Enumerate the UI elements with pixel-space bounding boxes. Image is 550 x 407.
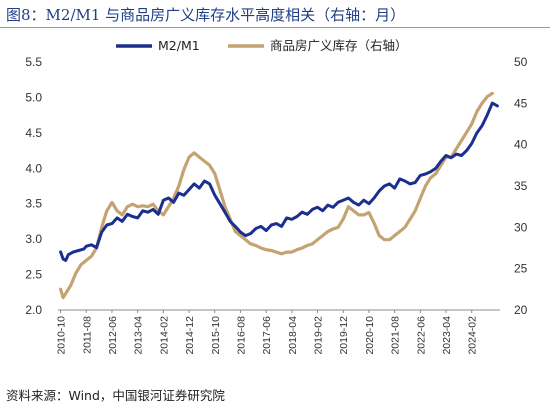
source-note: 资料来源：Wind，中国银河证券研究院 <box>6 388 225 403</box>
chart-title: 图8：M2/M1 与商品房广义库存水平高度相关（右轴：月） <box>6 6 406 24</box>
x-tick-label: 2021-08 <box>390 316 402 355</box>
y-right-tick-label: 30 <box>514 220 528 234</box>
x-tick-label: 2023-04 <box>441 316 453 355</box>
y-right-tick-label: 40 <box>514 138 528 152</box>
legend-label-inventory: 商品房广义库存（右轴） <box>270 38 408 53</box>
legend-label-m2m1: M2/M1 <box>158 38 200 53</box>
x-tick-label: 2019-12 <box>338 316 350 355</box>
plot-area <box>59 91 499 300</box>
x-tick-label: 2011-08 <box>81 316 93 354</box>
y-left-tick-label: 3.5 <box>25 197 42 211</box>
x-tick-label: 2017-06 <box>261 316 273 355</box>
x-tick-label: 2019-02 <box>313 316 325 355</box>
y-right-tick-label: 35 <box>514 179 528 193</box>
x-tick-label: 2022-06 <box>415 316 427 355</box>
x-tick-label: 2010-10 <box>56 316 68 355</box>
x-tick-label: 2016-08 <box>235 316 247 355</box>
x-tick-label: 2013-04 <box>133 316 145 355</box>
legend: M2/M1 商品房广义库存（右轴） <box>116 38 408 53</box>
axes: 2.0 2.5 3.0 3.5 4.0 4.5 5.0 5.5 20 25 30 35 40 45 50 20… <box>25 55 527 355</box>
y-right-tick-label: 45 <box>514 96 528 110</box>
series-line-inventory <box>59 91 494 300</box>
y-right-tick-label: 50 <box>514 55 528 69</box>
x-tick-label: 2018-04 <box>287 316 299 355</box>
y-left-tick-label: 2.0 <box>25 303 42 317</box>
y-left-tick-label: 2.5 <box>25 268 42 282</box>
x-tick-label: 2014-02 <box>158 316 170 355</box>
chart-canvas: M2/M1 商品房广义库存（右轴） 2.0 2.5 3.0 3.5 4.0 4.5 5.0 5.… <box>25 38 527 355</box>
y-right-tick-label: 25 <box>514 262 528 276</box>
title-divider <box>0 27 550 28</box>
y-left-tick-label: 5.0 <box>25 90 42 104</box>
y-right-tick-label: 20 <box>514 303 528 317</box>
series-line-m2m1 <box>59 101 499 262</box>
y-left-tick-label: 4.0 <box>25 161 42 175</box>
x-tick-label: 2024-02 <box>467 316 479 355</box>
x-tick-label: 2015-10 <box>210 316 222 355</box>
x-tick-label: 2012-06 <box>107 316 119 355</box>
y-left-tick-label: 3.0 <box>25 232 42 246</box>
y-left-tick-label: 4.5 <box>25 126 42 140</box>
x-tick-label: 2014-12 <box>184 316 196 355</box>
y-left-tick-label: 5.5 <box>25 55 42 69</box>
x-tick-label: 2020-10 <box>364 316 376 355</box>
